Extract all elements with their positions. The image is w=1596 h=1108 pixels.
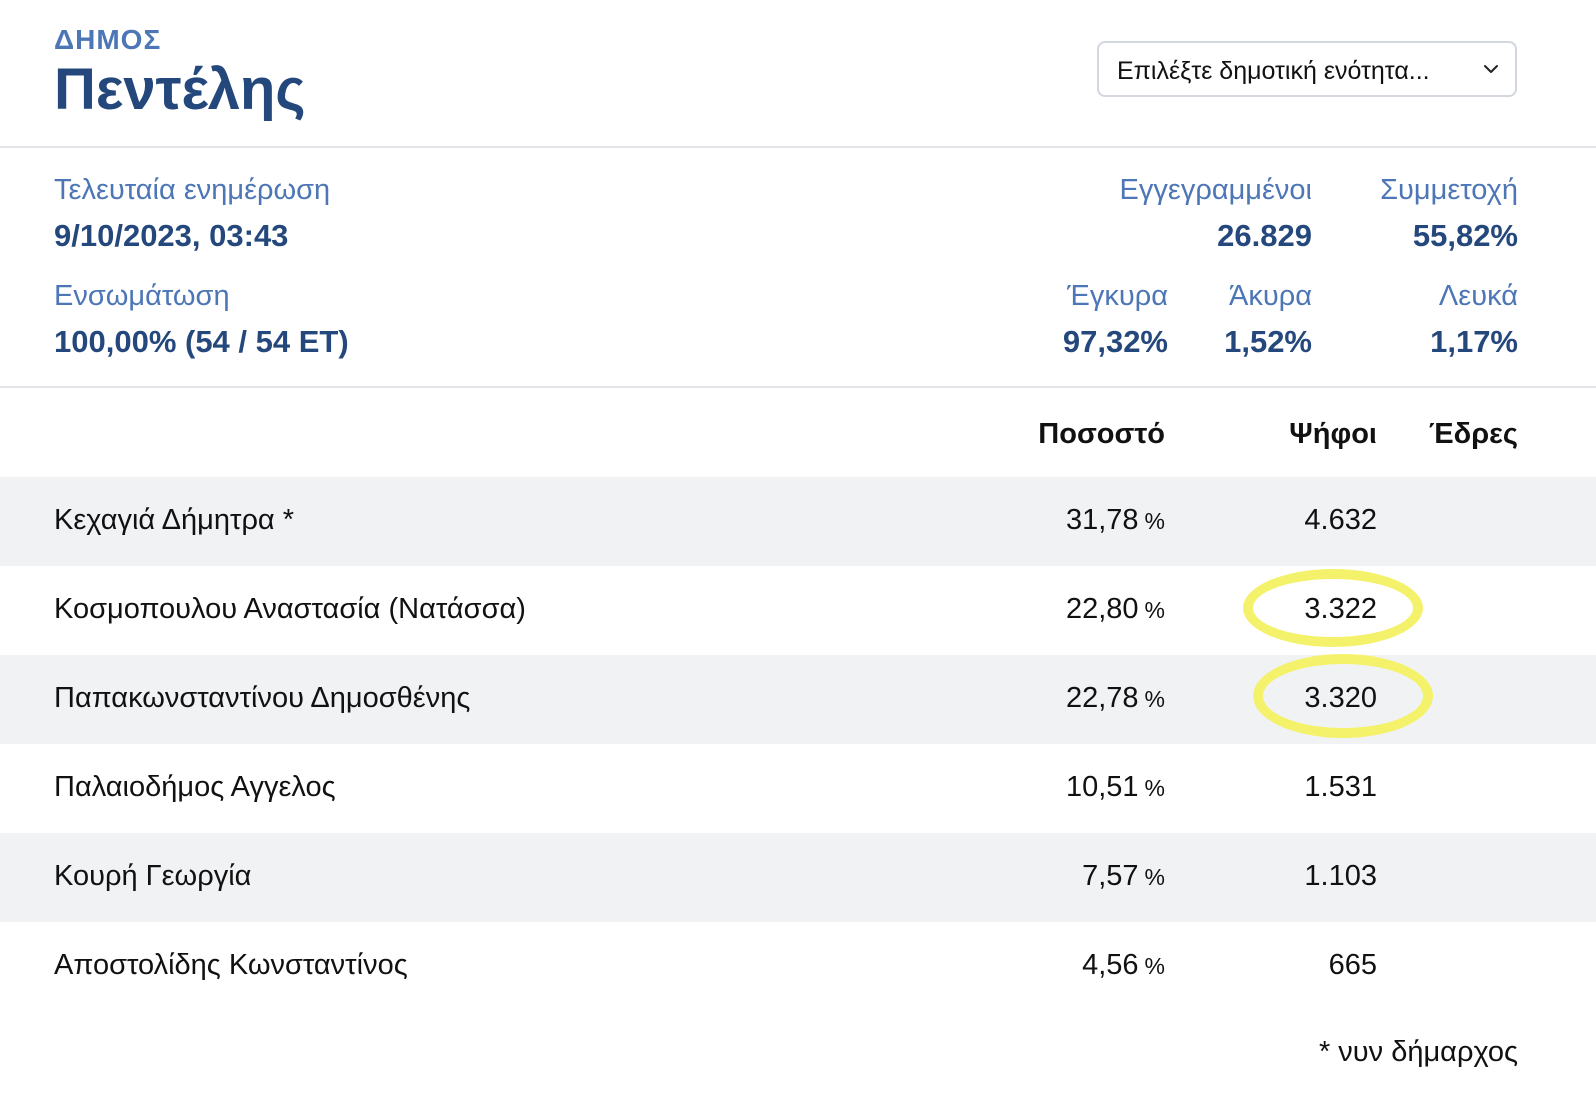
candidate-percent: 31,78%: [1065, 504, 1165, 536]
footnote: * νυν δήμαρχος: [1318, 1036, 1518, 1068]
candidate-percent: 10,51%: [1065, 771, 1165, 803]
unit-select-value: Επιλέξτε δημοτική ενότητα...: [1117, 57, 1430, 85]
table-row[interactable]: Αποστολίδης Κωνσταντίνος 4,56% 665: [0, 922, 1596, 1011]
page-header: ΔΗΜΟΣ Πεντέλης Επιλέξτε δημοτική ενότητα…: [0, 0, 1596, 148]
candidate-name: Παπακωνσταντίνου Δημοσθένης: [54, 682, 471, 714]
candidate-percent: 22,78%: [1065, 682, 1165, 714]
candidate-votes: 1.531: [1304, 771, 1377, 803]
unit-select[interactable]: Επιλέξτε δημοτική ενότητα...: [1097, 41, 1517, 97]
candidate-percent: 4,56%: [1082, 949, 1165, 981]
turnout-label: Συμμετοχή: [1380, 174, 1518, 206]
column-header-seats[interactable]: Έδρες: [1428, 418, 1518, 450]
valid-label: Έγκυρα: [1067, 280, 1168, 312]
candidate-percent: 7,57%: [1082, 860, 1165, 892]
candidate-percent: 22,80%: [1065, 593, 1165, 625]
table-row[interactable]: Κοσμοπουλου Αναστασία (Νατάσσα) 22,80% 3…: [0, 566, 1596, 655]
candidate-votes: 3.322: [1304, 593, 1377, 625]
incorporation-value: 100,00% (54 / 54 ΕΤ): [54, 324, 349, 359]
registered-label: Εγγεγραμμένοι: [1119, 174, 1312, 206]
candidate-votes: 1.103: [1304, 860, 1377, 892]
invalid-label: Άκυρα: [1229, 280, 1312, 312]
table-row[interactable]: Παλαιοδήμος Αγγελος 10,51% 1.531: [0, 744, 1596, 833]
summary-panel: Τελευταία ενημέρωση 9/10/2023, 03:43 Εγγ…: [0, 148, 1596, 388]
column-header-percent[interactable]: Ποσοστό: [1038, 418, 1165, 450]
turnout-value: 55,82%: [1412, 218, 1518, 253]
valid-value: 97,32%: [1062, 324, 1168, 359]
table-row[interactable]: Κουρή Γεωργία 7,57% 1.103: [0, 833, 1596, 922]
blank-label: Λευκά: [1438, 280, 1518, 312]
municipality-kicker: ΔΗΜΟΣ: [54, 24, 162, 55]
candidate-name: Αποστολίδης Κωνσταντίνος: [54, 949, 408, 981]
page-title: Πεντέλης: [54, 57, 306, 122]
incorporation-label: Ενσωμάτωση: [54, 280, 230, 312]
candidate-votes: 665: [1328, 949, 1377, 981]
last-update-label: Τελευταία ενημέρωση: [54, 174, 331, 206]
candidate-votes: 4.632: [1304, 504, 1377, 536]
table-row[interactable]: Παπακωνσταντίνου Δημοσθένης 22,78% 3.320: [0, 655, 1596, 744]
invalid-value: 1,52%: [1224, 324, 1312, 359]
candidate-name: Κοσμοπουλου Αναστασία (Νατάσσα): [54, 593, 526, 625]
candidate-name: Κεχαγιά Δήμητρα *: [54, 504, 295, 536]
table-row[interactable]: Κεχαγιά Δήμητρα * 31,78% 4.632: [0, 477, 1596, 566]
registered-value: 26.829: [1217, 218, 1312, 253]
candidate-name: Κουρή Γεωργία: [54, 860, 252, 892]
blank-value: 1,17%: [1430, 324, 1518, 359]
results-table-header: Ποσοστό Ψήφοι Έδρες: [0, 388, 1596, 476]
chevron-down-icon: [1484, 65, 1498, 73]
candidate-name: Παλαιοδήμος Αγγελος: [54, 771, 336, 803]
column-header-votes[interactable]: Ψήφοι: [1289, 418, 1377, 450]
candidate-votes: 3.320: [1304, 682, 1377, 714]
last-update-value: 9/10/2023, 03:43: [54, 218, 289, 253]
